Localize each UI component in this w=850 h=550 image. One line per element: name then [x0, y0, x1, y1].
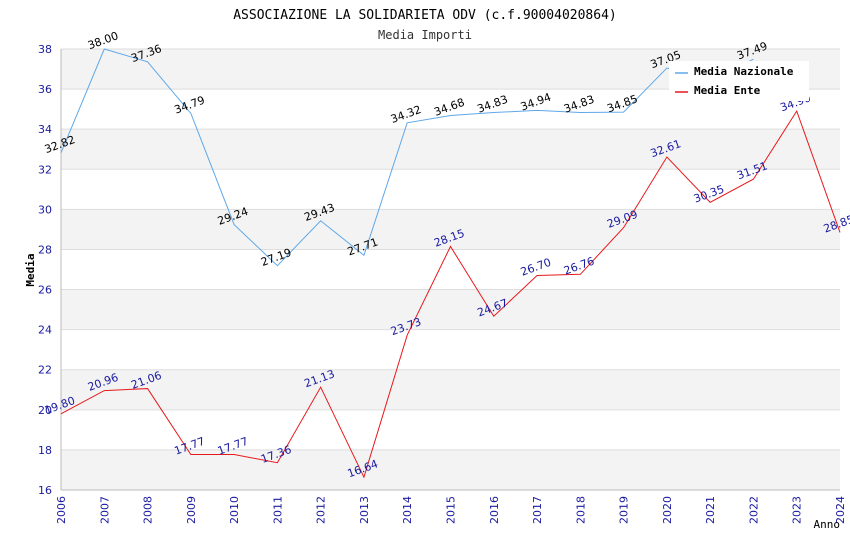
plot-band — [61, 449, 840, 490]
chart-title: ASSOCIAZIONE LA SOLIDARIETA ODV (c.f.900… — [233, 8, 617, 23]
plot-band — [61, 249, 840, 290]
plot-band — [61, 329, 840, 370]
legend-label-nazionale: Media Nazionale — [694, 65, 794, 78]
plot-band — [61, 209, 840, 250]
x-tick-label: 2014 — [401, 496, 414, 524]
series-line-ente — [60, 110, 841, 479]
y-tick-label: 32 — [38, 163, 52, 176]
x-tick-label: 2010 — [228, 496, 241, 524]
y-tick-labels: 16 18 20 22 24 26 28 30 32 34 36 38 — [38, 43, 52, 497]
y-tick-label: 18 — [38, 444, 52, 457]
series-line-nazionale — [60, 48, 754, 267]
y-tick-label: 36 — [38, 83, 52, 96]
x-tick-label: 2012 — [315, 496, 328, 524]
plot-band — [61, 369, 840, 410]
x-tick-label: 2016 — [488, 496, 501, 524]
x-tick-label: 2023 — [791, 496, 804, 524]
x-tick-label: 2013 — [358, 496, 371, 524]
x-axis-label: Anno — [814, 518, 841, 531]
x-tick-label: 2011 — [271, 496, 284, 524]
y-tick-label: 26 — [38, 284, 52, 297]
x-tick-label: 2007 — [98, 496, 111, 524]
axes — [60, 49, 840, 491]
x-tick-label: 2018 — [574, 496, 587, 524]
plot-background-bands — [61, 49, 840, 490]
plot-band — [61, 289, 840, 330]
x-tick-label: 2024 — [834, 496, 847, 524]
y-tick-label: 30 — [38, 203, 52, 216]
x-tick-label: 2017 — [531, 496, 544, 524]
legend-label-ente: Media Ente — [694, 84, 761, 97]
chart-subtitle: Media Importi — [378, 28, 472, 42]
x-tick-label: 2022 — [747, 496, 760, 524]
y-tick-label: 20 — [38, 404, 52, 417]
x-tick-labels: 2006 2007 2008 2009 2010 2011 2012 2013 2014 2015… — [55, 496, 847, 524]
x-tick-label: 2006 — [55, 496, 68, 524]
plot-band — [61, 129, 840, 170]
x-tick-label: 2020 — [661, 496, 674, 524]
x-tick-label: 2019 — [618, 496, 631, 524]
y-tick-label: 28 — [38, 243, 52, 256]
x-tick-label: 2021 — [704, 496, 717, 524]
legend-box — [669, 61, 809, 101]
y-tick-label: 22 — [38, 364, 52, 377]
y-axis-label: Media — [24, 253, 37, 286]
y-tick-label: 38 — [38, 43, 52, 56]
x-tick-label: 2008 — [142, 496, 155, 524]
y-tick-label: 34 — [38, 123, 52, 136]
legend: Media Nazionale Media Ente — [669, 61, 809, 101]
x-tick-label: 2015 — [445, 496, 458, 524]
x-tick-label: 2009 — [185, 496, 198, 524]
plot-band — [61, 409, 840, 450]
y-tick-label: 24 — [38, 324, 52, 337]
y-tick-label: 16 — [38, 484, 52, 497]
series-lines — [60, 48, 841, 479]
